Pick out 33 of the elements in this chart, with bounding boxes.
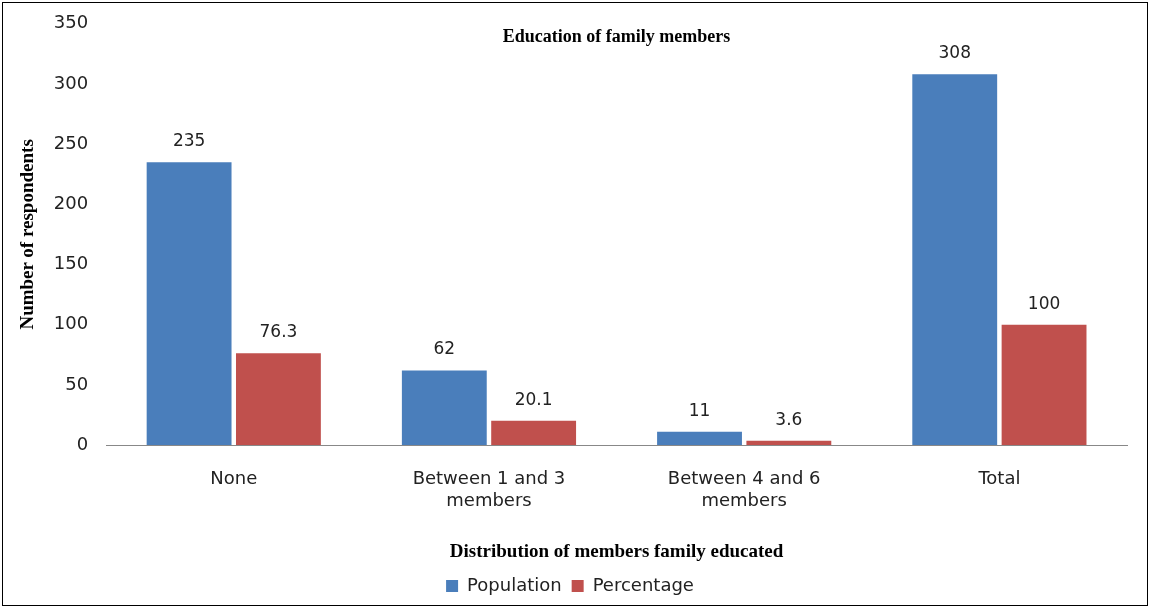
legend-label: Population <box>467 573 562 595</box>
y-tick-label: 350 <box>53 11 89 33</box>
y-axis-title: Number of respondents <box>16 139 38 330</box>
y-tick-label: 200 <box>53 191 89 213</box>
bar <box>657 431 742 445</box>
data-label: 235 <box>172 130 206 151</box>
legend-label: Percentage <box>592 573 694 595</box>
chart-title: Education of family members <box>502 26 731 47</box>
data-label: 308 <box>938 42 971 63</box>
data-label: 20.1 <box>514 388 553 409</box>
data-label: 100 <box>1027 292 1061 313</box>
data-label: 11 <box>688 399 711 420</box>
x-axis-title: Distribution of members family educated <box>449 539 784 561</box>
bar <box>746 440 832 445</box>
y-tick-label: 150 <box>53 252 89 274</box>
data-label: 62 <box>433 338 456 359</box>
bar <box>146 162 232 445</box>
bar <box>912 74 998 445</box>
bar <box>1001 324 1087 445</box>
x-tick-label: Total <box>977 467 1021 489</box>
x-tick-label: Between 1 and 3 members <box>412 467 566 511</box>
bar <box>491 420 577 445</box>
y-tick-label: 300 <box>53 71 89 93</box>
y-tick-label: 100 <box>53 312 89 334</box>
x-tick-label: Between 4 and 6 members <box>667 467 821 511</box>
bar <box>401 370 487 445</box>
y-tick-label: 50 <box>65 372 89 394</box>
data-label: 3.6 <box>775 408 803 429</box>
y-tick-label: 0 <box>76 432 89 454</box>
bar <box>236 353 321 445</box>
y-tick-label: 250 <box>53 131 89 153</box>
x-tick-label: None <box>210 467 258 489</box>
data-label: 76.3 <box>259 321 298 342</box>
